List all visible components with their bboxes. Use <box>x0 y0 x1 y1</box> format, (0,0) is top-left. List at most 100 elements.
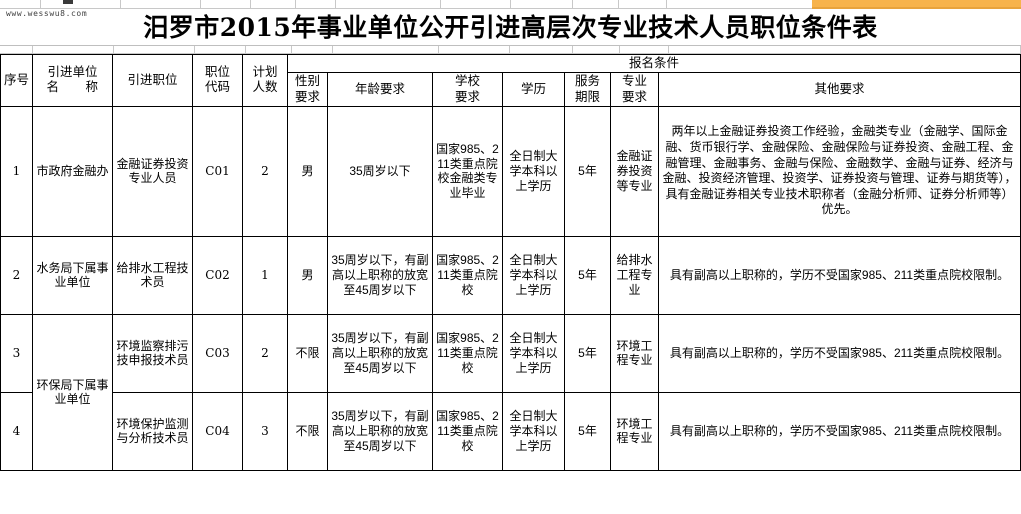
cell-major: 环境工程专业 <box>610 391 659 471</box>
col-header-other: 其他要求 <box>658 72 1021 107</box>
guide-cell <box>195 46 246 53</box>
cell-major: 给排水工程专业 <box>610 235 659 315</box>
cell-education: 全日制大学本科以上学历 <box>502 235 565 315</box>
cell-age: 35周岁以下 <box>327 105 433 237</box>
guide-cell <box>292 46 333 53</box>
cell-school: 国家985、211类重点院校 <box>432 391 503 471</box>
col-header-term: 服务 期限 <box>564 72 611 107</box>
guide-cell <box>439 46 510 53</box>
column-divider-tick <box>572 0 573 9</box>
cell-seq: 1 <box>0 105 33 237</box>
guide-cell <box>0 46 33 53</box>
column-divider-tick <box>335 0 336 9</box>
column-divider-tick <box>510 0 511 9</box>
col-header-major-line2: 要求 <box>621 89 647 104</box>
guide-cell <box>114 46 195 53</box>
column-divider-tick <box>40 0 41 9</box>
cell-term: 5年 <box>564 313 611 393</box>
guide-cell <box>33 46 114 53</box>
cell-plan: 1 <box>242 235 288 315</box>
cell-other: 具有副高以上职称的，学历不受国家985、211类重点院校限制。 <box>658 313 1021 393</box>
column-divider-tick <box>295 0 296 9</box>
chrome-strip-left <box>0 0 812 9</box>
cell-post: 金融证券投资专业人员 <box>112 105 193 237</box>
col-header-unit-line1: 引进单位 <box>47 65 98 80</box>
col-header-post: 引进职位 <box>112 54 193 107</box>
cell-education: 全日制大学本科以上学历 <box>502 391 565 471</box>
cell-code: C01 <box>192 105 243 237</box>
cell-gender: 男 <box>287 105 328 237</box>
guide-cell <box>669 46 1021 53</box>
table-row[interactable]: 4 环境保护监测与分析技术员 C04 3 不限 35周岁以下，有副高以上职称的放… <box>0 391 1021 471</box>
cell-major: 环境工程专业 <box>610 313 659 393</box>
col-header-gender: 性别 要求 <box>287 72 328 107</box>
col-header-unit-line2: 名 称 <box>46 80 99 95</box>
col-header-term-line1: 服务 <box>574 74 600 89</box>
guide-cell <box>620 46 669 53</box>
col-header-school: 学校 要求 <box>432 72 503 107</box>
column-divider-tick <box>250 0 251 9</box>
cell-post: 环境保护监测与分析技术员 <box>112 391 193 471</box>
cell-other: 具有副高以上职称的，学历不受国家985、211类重点院校限制。 <box>658 235 1021 315</box>
cell-seq: 2 <box>0 235 33 315</box>
cell-unit-merged: 环保局下属事业单位 <box>32 313 113 471</box>
title-band: 汨罗市2015年事业单位公开引进高层次专业技术人员职位条件表 <box>0 9 1021 46</box>
col-header-unit: 引进单位 名 称 <box>32 54 113 107</box>
page-title: 汨罗市2015年事业单位公开引进高层次专业技术人员职位条件表 <box>143 12 878 42</box>
table-row[interactable]: 2 水务局下属事业单位 给排水工程技术员 C02 1 男 35周岁以下，有副高以… <box>0 235 1021 315</box>
col-header-plan-line2: 人数 <box>252 80 278 95</box>
cell-post: 环境监察排污技申报技术员 <box>112 313 193 393</box>
cell-education: 全日制大学本科以上学历 <box>502 105 565 237</box>
cell-term: 5年 <box>564 391 611 471</box>
cell-gender: 不限 <box>287 391 328 471</box>
cell-unit: 水务局下属事业单位 <box>32 235 113 315</box>
col-header-education: 学历 <box>502 72 565 107</box>
column-divider-tick <box>200 0 201 9</box>
table-header-row: 性别 要求 年龄要求 学校 要求 学历 服务 期限 专业 要求 其他要求 <box>1 72 1021 107</box>
guide-cell <box>573 46 620 53</box>
cell-school: 国家985、211类重点院校金融类专业毕业 <box>432 105 503 237</box>
guide-cell <box>510 46 573 53</box>
cell-term: 5年 <box>564 105 611 237</box>
cell-unit: 市政府金融办 <box>32 105 113 237</box>
col-header-age: 年龄要求 <box>327 72 433 107</box>
position-conditions-table: 序号 引进单位 名 称 引进职位 职位 代码 计划 人数 报名条件 性别 <box>0 53 1021 471</box>
cell-plan: 2 <box>242 105 288 237</box>
col-header-major-line1: 专业 <box>621 74 647 89</box>
cell-term: 5年 <box>564 235 611 315</box>
column-divider-tick <box>120 0 121 9</box>
table-row[interactable]: 1 市政府金融办 金融证券投资专业人员 C01 2 男 35周岁以下 国家985… <box>0 105 1021 237</box>
col-header-code-line2: 代码 <box>204 80 230 95</box>
col-header-seq: 序号 <box>0 54 33 107</box>
cell-age: 35周岁以下，有副高以上职称的放宽至45周岁以下 <box>327 313 433 393</box>
guide-cell <box>333 46 439 53</box>
cell-plan: 3 <box>242 391 288 471</box>
table-group-header-row: 序号 引进单位 名 称 引进职位 职位 代码 计划 人数 报名条件 <box>0 53 1021 107</box>
col-header-group-application-conditions: 报名条件 <box>287 53 1021 74</box>
col-header-gender-line2: 要求 <box>294 89 320 104</box>
cell-age: 35周岁以下，有副高以上职称的放宽至45周岁以下 <box>327 235 433 315</box>
cell-code: C02 <box>192 235 243 315</box>
col-header-plan: 计划 人数 <box>242 54 288 107</box>
cell-school: 国家985、211类重点院校 <box>432 313 503 393</box>
column-divider-tick <box>440 0 441 9</box>
cell-code: C03 <box>192 313 243 393</box>
col-header-term-line2: 期限 <box>574 89 600 104</box>
col-header-major: 专业 要求 <box>610 72 659 107</box>
cell-school: 国家985、211类重点院校 <box>432 235 503 315</box>
cell-seq: 4 <box>0 391 33 471</box>
col-header-plan-line1: 计划 <box>252 65 278 80</box>
cell-other: 两年以上金融证券投资工作经验，金融类专业（金融学、国际金融、货币银行学、金融保险… <box>658 105 1021 237</box>
col-header-gender-line1: 性别 <box>294 74 320 89</box>
col-header-school-line1: 学校 <box>454 74 480 89</box>
watermark: www.wesswu8.com <box>6 9 88 18</box>
cell-post: 给排水工程技术员 <box>112 235 193 315</box>
app-chrome-strip <box>0 0 1021 9</box>
cell-seq: 3 <box>0 313 33 393</box>
table-row[interactable]: 3 环保局下属事业单位 环境监察排污技申报技术员 C03 2 不限 35周岁以下… <box>0 313 1021 471</box>
spreadsheet-guide-row <box>0 46 1021 54</box>
col-header-code: 职位 代码 <box>192 54 243 107</box>
selection-marker <box>63 0 73 4</box>
guide-cell <box>246 46 292 53</box>
column-divider-tick <box>666 0 667 9</box>
